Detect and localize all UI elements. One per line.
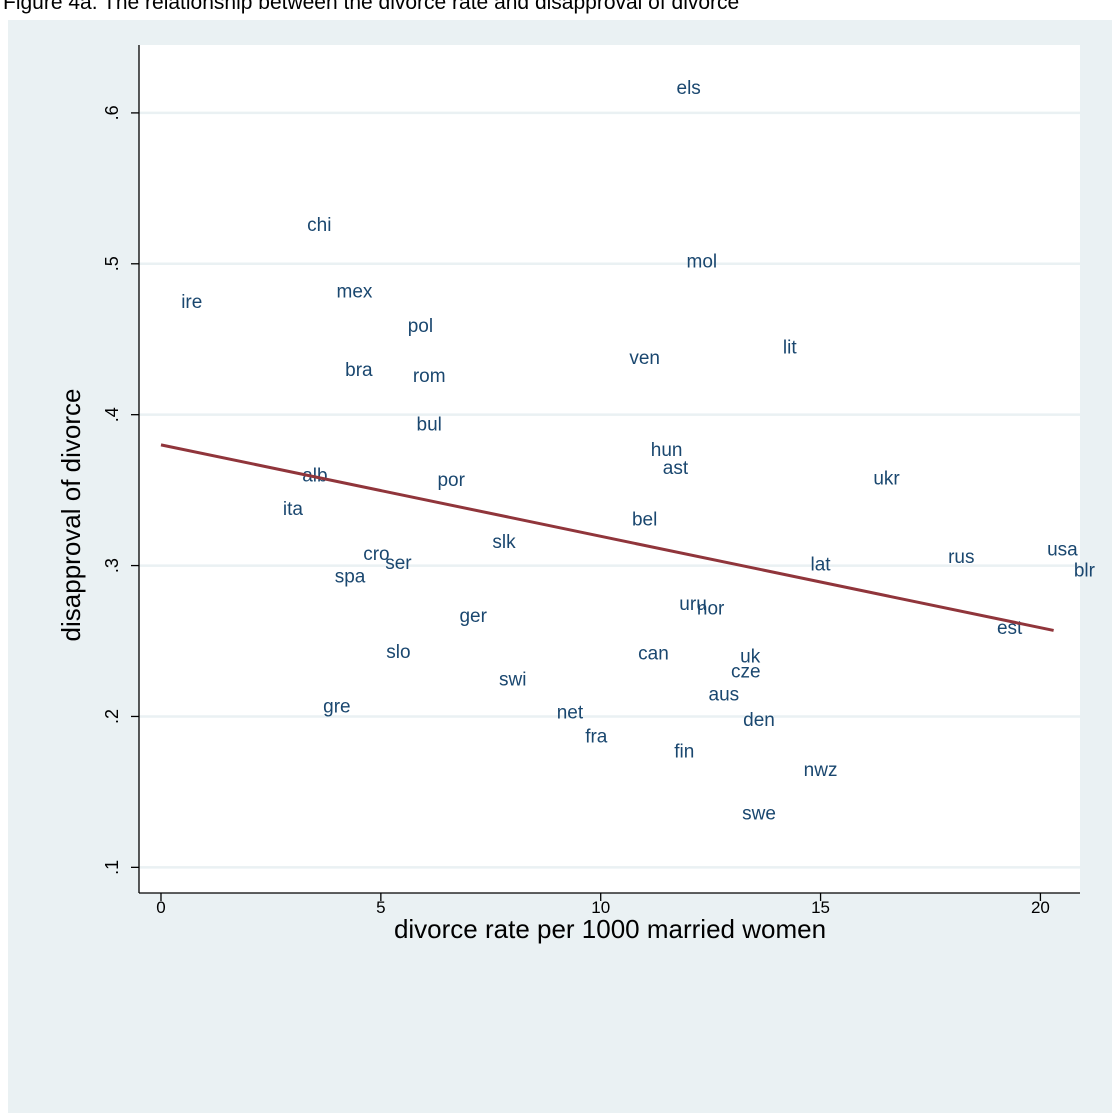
point-label-fin: fin	[674, 742, 694, 763]
point-label-swe: swe	[742, 804, 776, 825]
point-label-mex: mex	[337, 281, 373, 302]
fit-line-group	[160, 443, 1054, 632]
point-label-lit: lit	[783, 337, 797, 358]
plot-area	[139, 45, 1080, 893]
point-label-usa: usa	[1047, 539, 1078, 560]
point-label-lat: lat	[811, 555, 832, 576]
point-label-gre: gre	[323, 696, 350, 717]
x-axis-title: divorce rate per 1000 married women	[394, 914, 826, 944]
point-label-bul: bul	[417, 414, 442, 435]
point-label-cze: cze	[731, 662, 761, 683]
point-label-rom: rom	[413, 366, 446, 387]
y-axis-title: disapproval of divorce	[56, 389, 86, 642]
point-label-nor: nor	[697, 598, 725, 619]
figure-title: Figure 4a. The relationship between the …	[3, 0, 740, 14]
x-tick-label-0: 0	[156, 898, 165, 917]
point-label-net: net	[557, 702, 584, 723]
point-label-uk: uk	[740, 647, 761, 668]
point-label-slk: slk	[492, 532, 516, 553]
y-tick-label-0: .1	[102, 860, 122, 875]
point-label-ger: ger	[459, 606, 487, 627]
x-tick-label-3: 15	[811, 898, 830, 917]
y-tick-label-3: .4	[102, 407, 122, 422]
point-label-cro: cro	[363, 544, 389, 565]
gridlines	[139, 111, 1080, 869]
point-label-mol: mol	[687, 251, 718, 272]
point-label-ita: ita	[283, 499, 304, 520]
point-label-uru: uru	[679, 594, 706, 615]
point-label-els: els	[677, 78, 701, 99]
point-label-ser: ser	[385, 553, 412, 574]
point-label-nwz: nwz	[804, 760, 838, 781]
point-label-slo: slo	[386, 642, 410, 663]
point-label-hun: hun	[651, 440, 683, 461]
x-tick-label-1: 5	[376, 898, 385, 917]
point-label-can: can	[638, 644, 669, 665]
y-tick-label-2: .3	[102, 558, 122, 573]
x-tick-label-2: 10	[591, 898, 610, 917]
point-label-pol: pol	[408, 316, 433, 337]
point-label-ire: ire	[181, 292, 202, 313]
y-tick-label-5: .6	[102, 105, 122, 120]
x-tick-label-4: 20	[1031, 898, 1050, 917]
point-label-swi: swi	[499, 669, 526, 690]
point-label-ven: ven	[629, 348, 660, 369]
point-label-fra: fra	[585, 727, 608, 748]
point-label-por: por	[437, 470, 465, 491]
point-label-spa: spa	[335, 567, 366, 588]
point-label-den: den	[743, 710, 775, 731]
point-label-ast: ast	[663, 458, 689, 479]
point-label-bra: bra	[345, 360, 373, 381]
point-label-chi: chi	[307, 215, 331, 236]
point-label-ukr: ukr	[873, 469, 900, 490]
fit-line	[160, 443, 1054, 632]
y-tick-label-4: .5	[102, 256, 122, 271]
axes: .1 .2 .3 .4 .5 .6 0 5 10 15 20	[102, 45, 1080, 917]
point-label-rus: rus	[948, 547, 974, 568]
y-tick-label-1: .2	[102, 709, 122, 724]
point-label-aus: aus	[709, 684, 740, 705]
point-label-blr: blr	[1074, 561, 1096, 582]
point-label-bel: bel	[632, 509, 657, 530]
